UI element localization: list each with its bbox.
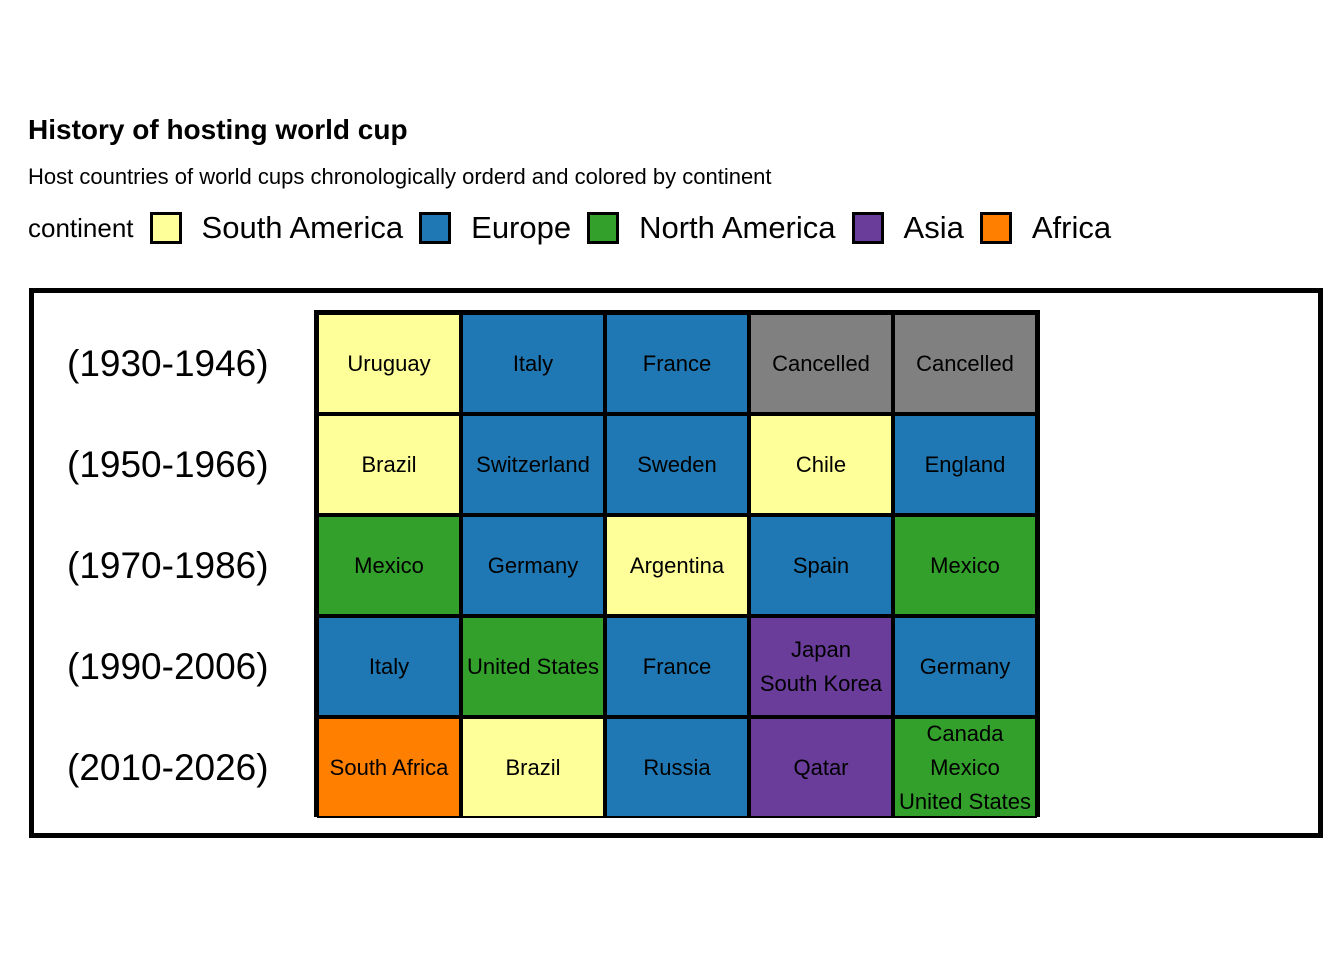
- legend-label: Europe: [471, 210, 572, 245]
- host-cell: Argentina: [605, 515, 749, 616]
- row-label: (2010-2026): [67, 746, 269, 788]
- chart-title: History of hosting world cup: [28, 114, 408, 145]
- row-label: (1950-1966): [67, 443, 269, 485]
- legend-swatch: [419, 212, 452, 244]
- legend-swatch: [587, 212, 620, 244]
- chart-panel: [29, 288, 1323, 838]
- legend-title: continent: [28, 212, 134, 243]
- host-cell: France: [605, 616, 749, 717]
- host-grid: Uruguay Italy France Cancelled Cancelled Braz…: [314, 310, 1040, 818]
- host-cell: Switzerland: [461, 414, 605, 515]
- host-cell: Russia: [605, 717, 749, 818]
- legend-item-south-america: South America: [149, 210, 404, 246]
- legend-label: Africa: [1031, 210, 1112, 245]
- legend-swatch: [979, 212, 1012, 244]
- legend-label: North America: [639, 210, 836, 245]
- legend-item-europe: Europe: [419, 210, 571, 246]
- legend: continent South America Europe North Ameri…: [28, 208, 1127, 248]
- host-cell: Canada Mexico United States: [893, 717, 1037, 818]
- host-cell: Mexico: [317, 515, 461, 616]
- host-cell: United States: [461, 616, 605, 717]
- host-cell: Cancelled: [893, 313, 1037, 414]
- host-cell: Uruguay: [317, 313, 461, 414]
- row-label: (1970-1986): [67, 544, 269, 586]
- host-cell: England: [893, 414, 1037, 515]
- host-cell: South Africa: [317, 717, 461, 818]
- host-cell: Italy: [317, 616, 461, 717]
- host-cell: Spain: [749, 515, 893, 616]
- host-cell: Chile: [749, 414, 893, 515]
- chart-subtitle: Host countries of world cups chronologic…: [28, 164, 772, 189]
- host-cell: Brazil: [317, 414, 461, 515]
- legend-item-africa: Africa: [979, 210, 1112, 246]
- legend-item-north-america: North America: [587, 210, 836, 246]
- host-cell: Qatar: [749, 717, 893, 818]
- host-cell: Germany: [461, 515, 605, 616]
- row-label: (1930-1946): [67, 342, 269, 384]
- host-cell: France: [605, 313, 749, 414]
- host-cell: Italy: [461, 313, 605, 414]
- host-cell: Brazil: [461, 717, 605, 818]
- legend-label: South America: [201, 210, 404, 245]
- host-cell: Sweden: [605, 414, 749, 515]
- row-label: (1990-2006): [67, 645, 269, 687]
- host-cell: Germany: [893, 616, 1037, 717]
- host-cell: Mexico: [893, 515, 1037, 616]
- legend-item-asia: Asia: [851, 210, 964, 246]
- host-cell: Cancelled: [749, 313, 893, 414]
- legend-swatch: [149, 212, 182, 244]
- legend-swatch: [851, 212, 884, 244]
- host-cell: Japan South Korea: [749, 616, 893, 717]
- legend-label: Asia: [903, 210, 964, 245]
